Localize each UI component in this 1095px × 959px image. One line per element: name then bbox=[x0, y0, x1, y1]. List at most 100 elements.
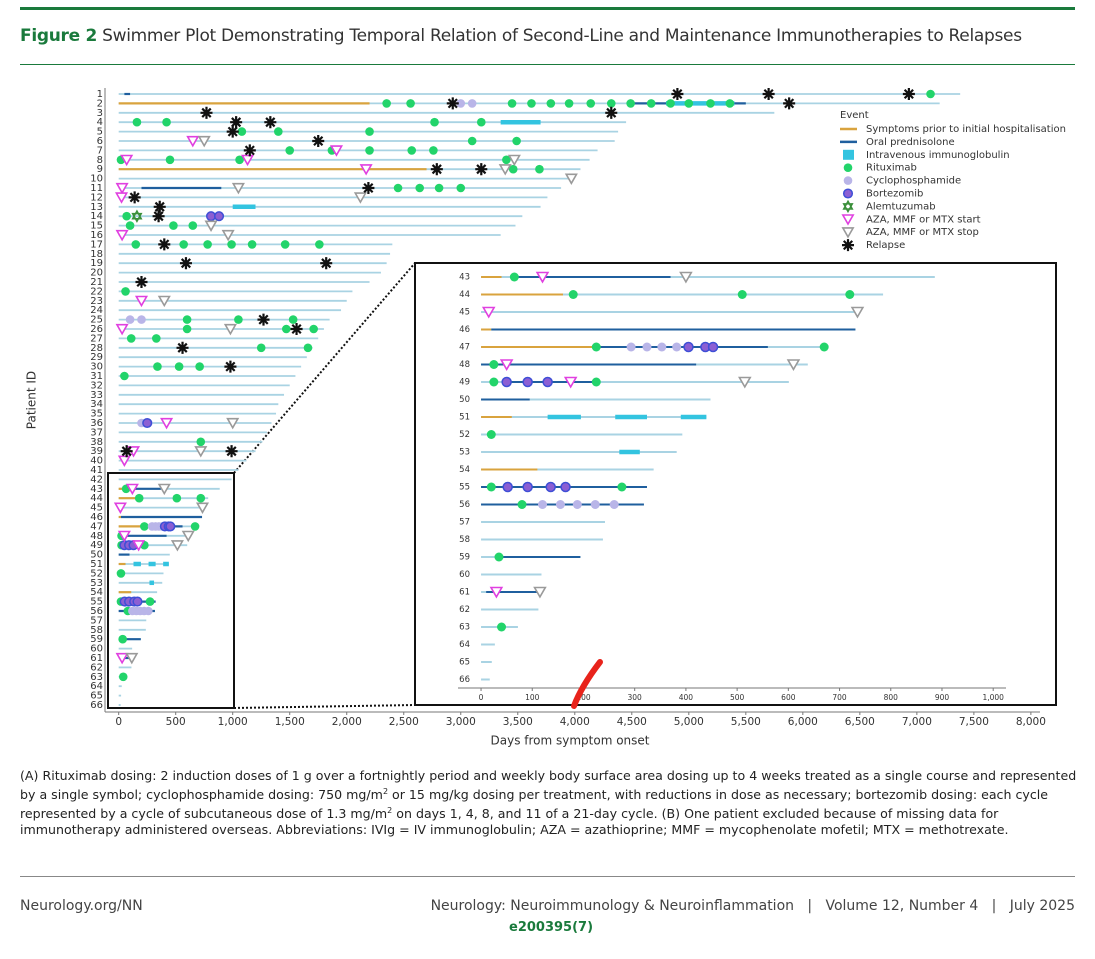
patient-id: 11 bbox=[90, 183, 103, 194]
patient-id: 50 bbox=[459, 395, 470, 405]
event-marker bbox=[476, 117, 486, 127]
legend-title: Event bbox=[840, 110, 869, 121]
event-marker bbox=[560, 481, 571, 493]
event-marker bbox=[605, 106, 618, 119]
superscript: 2 bbox=[382, 787, 389, 796]
inset-frame bbox=[414, 262, 1057, 706]
patient-id: 59 bbox=[90, 634, 103, 645]
legend-swatch bbox=[841, 214, 855, 226]
event-marker bbox=[195, 502, 210, 514]
patient-id: 14 bbox=[90, 211, 103, 222]
patient-id: 60 bbox=[90, 644, 103, 655]
legend-label: Rituximab bbox=[866, 163, 917, 174]
event-marker bbox=[502, 155, 511, 165]
x-tick-label: 1,000 bbox=[218, 716, 248, 728]
patient-id: 6 bbox=[97, 136, 103, 147]
event-marker bbox=[666, 99, 675, 108]
event-marker bbox=[535, 271, 550, 284]
event-marker bbox=[125, 221, 135, 230]
event-marker bbox=[555, 500, 565, 509]
event-marker bbox=[786, 359, 801, 372]
x-tick-label: 800 bbox=[884, 693, 899, 702]
event-marker bbox=[128, 191, 141, 204]
x-tick-label: 100 bbox=[525, 693, 540, 702]
x-tick-label: 200 bbox=[576, 693, 591, 702]
article-id: e200395(7) bbox=[509, 920, 594, 935]
x-tick-label: 500 bbox=[166, 716, 186, 728]
patient-id: 17 bbox=[90, 239, 103, 250]
event-marker bbox=[126, 334, 136, 343]
event-marker bbox=[224, 360, 237, 373]
event-marker bbox=[509, 272, 519, 282]
patient-id: 2 bbox=[97, 98, 103, 109]
event-marker bbox=[926, 89, 935, 99]
patient-id: 24 bbox=[90, 305, 103, 316]
patient-id: 40 bbox=[90, 456, 103, 467]
event-marker bbox=[152, 334, 161, 343]
patient-id: 49 bbox=[459, 378, 470, 388]
event-marker bbox=[290, 322, 303, 336]
patient-id: 35 bbox=[90, 409, 103, 420]
footer-rule bbox=[20, 876, 1075, 877]
patient-id: 47 bbox=[459, 343, 470, 353]
patient-id: 56 bbox=[90, 606, 103, 617]
legend-label: Oral prednisolone bbox=[866, 137, 955, 148]
x-tick-label: 2,000 bbox=[332, 716, 362, 728]
event-marker bbox=[646, 99, 656, 108]
event-marker bbox=[170, 540, 184, 552]
event-marker bbox=[522, 481, 533, 493]
event-marker bbox=[850, 306, 865, 319]
event-marker bbox=[497, 622, 507, 632]
patient-id: 30 bbox=[90, 362, 103, 373]
separator: | bbox=[807, 898, 813, 914]
event-marker bbox=[365, 146, 374, 155]
x-tick-label: 6,500 bbox=[845, 716, 875, 728]
journal: Neurology: Neuroimmunology & Neuroinflam… bbox=[430, 898, 795, 914]
event-marker bbox=[243, 144, 256, 157]
event-marker bbox=[153, 200, 166, 213]
event-marker bbox=[563, 376, 578, 389]
patient-id: 43 bbox=[459, 273, 470, 283]
event-marker bbox=[591, 342, 601, 352]
title-rule bbox=[20, 64, 1075, 65]
event-marker bbox=[157, 295, 171, 308]
patient-id: 43 bbox=[90, 484, 103, 495]
caption: (A) Rituximab dosing: 2 induction doses … bbox=[20, 768, 1080, 838]
patient-id: 26 bbox=[90, 324, 103, 335]
event-marker bbox=[235, 155, 244, 165]
patient-id: 31 bbox=[90, 371, 103, 382]
x-tick-label: 4,000 bbox=[560, 716, 590, 728]
event-marker bbox=[200, 106, 213, 119]
event-marker bbox=[121, 287, 130, 296]
event-marker bbox=[204, 220, 218, 232]
y-axis-label: Patient ID bbox=[25, 371, 39, 429]
event-marker bbox=[535, 164, 544, 174]
event-marker bbox=[188, 221, 198, 230]
event-marker bbox=[165, 155, 175, 165]
x-tick-label: 400 bbox=[679, 693, 694, 702]
x-tick-label: 500 bbox=[730, 693, 745, 702]
volume: Volume 12, Number 4 bbox=[825, 898, 979, 914]
top-rule bbox=[20, 7, 1075, 10]
event-marker bbox=[430, 117, 439, 127]
patient-id: 3 bbox=[97, 108, 103, 119]
event-marker bbox=[223, 323, 237, 336]
patient-id: 28 bbox=[90, 343, 103, 354]
event-marker bbox=[542, 376, 553, 388]
patient-id: 48 bbox=[459, 360, 470, 370]
event-marker bbox=[527, 99, 536, 108]
event-marker bbox=[502, 481, 513, 493]
x-tick-label: 4,500 bbox=[617, 716, 647, 728]
patient-id: 1 bbox=[97, 89, 103, 100]
x-tick-label: 900 bbox=[935, 693, 950, 702]
event-marker bbox=[221, 229, 235, 242]
event-marker bbox=[762, 87, 775, 101]
patient-id: 51 bbox=[459, 413, 470, 423]
event-marker bbox=[538, 500, 548, 509]
patient-id: 53 bbox=[459, 448, 470, 458]
event-marker bbox=[382, 99, 391, 108]
event-marker bbox=[467, 136, 477, 146]
caption-text: on days 1, 4, 8, and 11 of a 21-day cycl… bbox=[20, 806, 1009, 838]
event-marker bbox=[501, 376, 512, 388]
legend-swatch bbox=[843, 176, 853, 185]
